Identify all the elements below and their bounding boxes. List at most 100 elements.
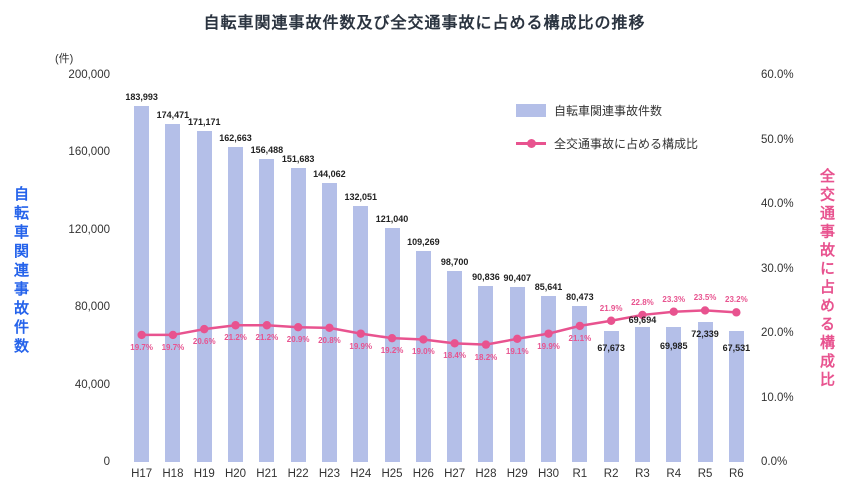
bar-value-label: 174,471 — [156, 110, 190, 121]
x-axis-tick-label: H19 — [193, 468, 215, 480]
bar-value-label: 171,171 — [187, 116, 221, 127]
line-value-label: 21.9% — [599, 303, 623, 313]
line-value-label: 19.1% — [505, 346, 529, 356]
x-axis-tick-label: R3 — [635, 468, 650, 480]
right-axis-title: 全交通事故に占める構成比 — [818, 168, 835, 390]
bar — [634, 327, 650, 462]
bar-value-label: 90,407 — [503, 273, 532, 284]
bar-value-label: 69,694 — [628, 315, 657, 326]
bar — [290, 168, 306, 462]
x-axis-tick-label: H24 — [350, 468, 372, 480]
bar — [509, 287, 525, 462]
bar-value-label: 72,339 — [691, 329, 719, 340]
legend-label-bar: 自転車関連事故件数 — [554, 103, 663, 118]
left-axis-unit: (件) — [55, 53, 74, 65]
left-axis-tick-label: 200,000 — [68, 69, 110, 81]
x-axis-tick-label: H20 — [224, 468, 247, 480]
x-axis-tick-label: H30 — [537, 468, 560, 480]
bar-value-label: 162,663 — [219, 133, 252, 144]
left-axis-title: 自転車関連事故件数 — [12, 186, 29, 357]
bar — [603, 331, 619, 462]
bar-value-label: 109,269 — [407, 236, 440, 247]
left-axis-tick-label: 80,000 — [74, 301, 110, 314]
bar — [384, 227, 400, 462]
legend: 自転車関連事故件数 全交通事故に占める構成比 — [516, 103, 698, 169]
bar-value-label: 90,836 — [472, 272, 500, 283]
right-axis-tick-label: 10.0% — [761, 391, 794, 404]
bar-value-label: 121,040 — [375, 213, 409, 224]
bar — [228, 147, 244, 462]
right-axis-tick-label: 60.0% — [761, 69, 794, 81]
bar-value-label: 183,993 — [125, 91, 158, 102]
line-value-label: 19.9% — [537, 341, 560, 351]
bar-value-label: 151,683 — [281, 154, 315, 165]
legend-label-line: 全交通事故に占める構成比 — [554, 136, 699, 151]
bar-value-label: 85,641 — [534, 282, 563, 293]
bar — [447, 271, 463, 462]
line-value-label: 19.2% — [380, 346, 404, 356]
left-axis-tick-label: 40,000 — [74, 378, 110, 391]
x-axis-tick-label: H21 — [256, 468, 278, 480]
bar — [478, 286, 494, 462]
x-axis-tick-label: H17 — [131, 468, 153, 480]
bar-value-label: 69,985 — [659, 340, 688, 351]
line-value-label: 18.4% — [443, 351, 466, 361]
right-axis-tick-label: 0.0% — [761, 456, 788, 468]
bar — [196, 130, 212, 462]
chart-title: 自転車関連事故件数及び全交通事故に占める構成比の推移 — [203, 15, 646, 32]
legend-item-bar: 自転車関連事故件数 — [516, 103, 698, 118]
x-axis-tick-label: H22 — [287, 468, 309, 480]
x-axis-tick-label: H25 — [381, 468, 403, 480]
x-axis-tick-label: R1 — [572, 468, 588, 480]
bar — [572, 306, 588, 462]
x-axis-tick-label: R6 — [728, 468, 744, 480]
bar — [259, 159, 275, 462]
bar — [321, 183, 337, 462]
left-axis-tick-label: 160,000 — [68, 146, 110, 159]
line-value-label: 19.7% — [130, 342, 153, 352]
line-value-label: 18.2% — [474, 352, 498, 362]
legend-item-line: 全交通事故に占める構成比 — [516, 136, 699, 151]
line-point — [732, 308, 741, 317]
bar-swatch — [516, 103, 546, 117]
right-axis-tick-label: 20.0% — [761, 327, 794, 339]
line-point — [700, 306, 710, 315]
x-axis-tick-label: H26 — [412, 468, 434, 480]
line-value-label: 19.9% — [349, 341, 373, 351]
line-value-label: 23.2% — [725, 295, 748, 305]
x-axis-tick-label: H28 — [475, 468, 497, 480]
bar-value-label: 67,673 — [597, 343, 625, 354]
left-axis-tick-label: 0 — [103, 456, 110, 468]
x-axis-tick-label: H27 — [444, 468, 466, 480]
bar-value-label: 132,051 — [344, 192, 378, 203]
line-swatch — [516, 137, 546, 150]
bar — [666, 326, 682, 462]
bar — [541, 296, 557, 462]
bar — [415, 250, 431, 462]
bar-value-label: 67,531 — [722, 343, 751, 354]
x-axis-tick-label: R2 — [603, 468, 619, 480]
x-axis-tick-label: R5 — [697, 468, 713, 480]
line-value-label: 19.7% — [161, 342, 185, 352]
bar-value-label: 80,473 — [566, 292, 594, 303]
bar — [728, 331, 744, 462]
bar — [697, 322, 713, 462]
right-axis-tick-label: 30.0% — [761, 262, 794, 275]
line-value-label: 23.5% — [693, 293, 717, 303]
bar-value-label: 156,488 — [250, 145, 284, 156]
bar — [165, 124, 181, 462]
right-axis-tick-label: 40.0% — [761, 198, 794, 210]
x-axis-tick-label: H29 — [506, 468, 528, 480]
x-axis-tick-label: H23 — [318, 468, 340, 480]
bar — [353, 206, 369, 462]
line-value-label: 23.3% — [662, 294, 686, 304]
line-value-label: 21.1% — [568, 333, 592, 343]
x-axis-tick-label: R4 — [666, 468, 682, 480]
left-axis-tick-label: 120,000 — [68, 223, 110, 236]
right-axis-tick-label: 50.0% — [761, 133, 794, 146]
bar — [134, 105, 150, 462]
line-value-label: 22.8% — [631, 297, 654, 307]
bar-value-label: 144,062 — [313, 169, 346, 180]
line-swatch-dot — [526, 138, 536, 148]
